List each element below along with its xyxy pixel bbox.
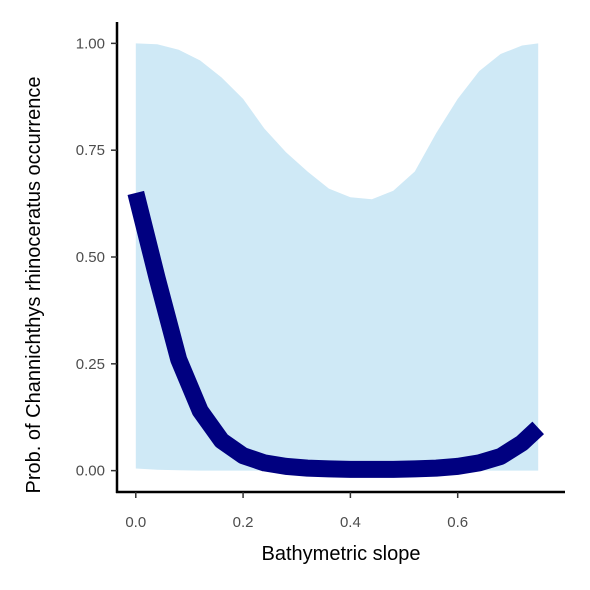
x-tick-label: 0.4: [340, 514, 361, 531]
y-tick-label: 0.50: [76, 249, 105, 266]
confidence-band-layer: [135, 43, 539, 471]
x-axis-title: Bathymetric slope: [262, 543, 421, 565]
x-tick-label: 0.2: [233, 514, 254, 531]
y-tick-label: 0.00: [76, 463, 105, 480]
y-axis-title: Prob. of Channichthys rhinoceratus occur…: [23, 77, 45, 494]
prediction-line: [127, 190, 544, 478]
y-tick-label: 0.25: [76, 356, 105, 373]
prediction-line-layer: [127, 190, 544, 478]
confidence-band: [135, 43, 539, 471]
y-ticks: 0.00 0.25 0.50 0.75 1.00: [76, 35, 117, 480]
x-ticks: 0.0 0.2 0.4 0.6: [125, 492, 468, 531]
x-tick-label: 0.0: [125, 514, 146, 531]
y-tick-label: 1.00: [76, 35, 105, 52]
y-tick-label: 0.75: [76, 142, 105, 159]
x-tick-label: 0.6: [447, 514, 468, 531]
